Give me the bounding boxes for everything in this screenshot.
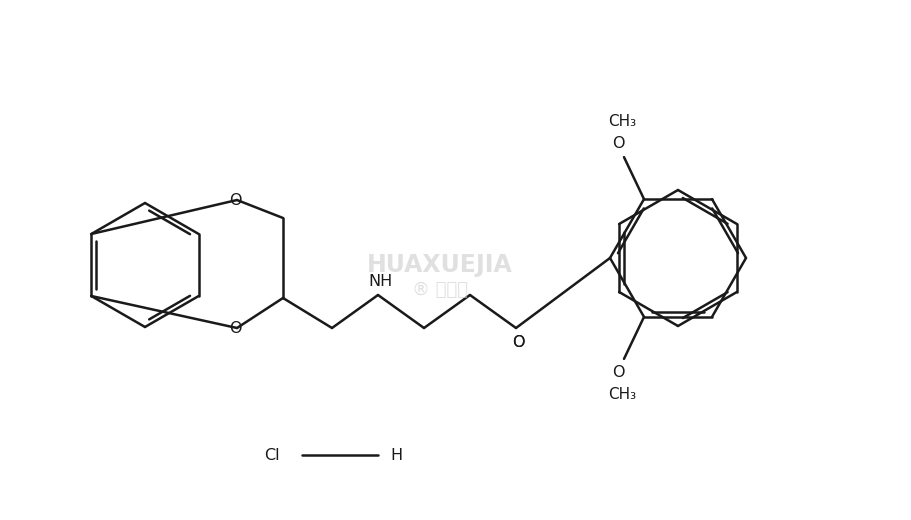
Text: CH₃: CH₃ [608, 387, 636, 402]
Text: H: H [390, 448, 402, 462]
Text: NH: NH [368, 274, 392, 289]
Text: O: O [229, 192, 241, 207]
Text: Cl: Cl [264, 448, 280, 462]
Text: ® 化学加: ® 化学加 [412, 281, 468, 299]
Text: O: O [612, 136, 624, 151]
Text: HUAXUEJIA: HUAXUEJIA [367, 253, 513, 277]
Text: O: O [229, 320, 241, 335]
Text: CH₃: CH₃ [608, 113, 636, 128]
Text: O: O [512, 334, 524, 349]
Text: O: O [512, 334, 524, 349]
Text: O: O [612, 366, 624, 381]
